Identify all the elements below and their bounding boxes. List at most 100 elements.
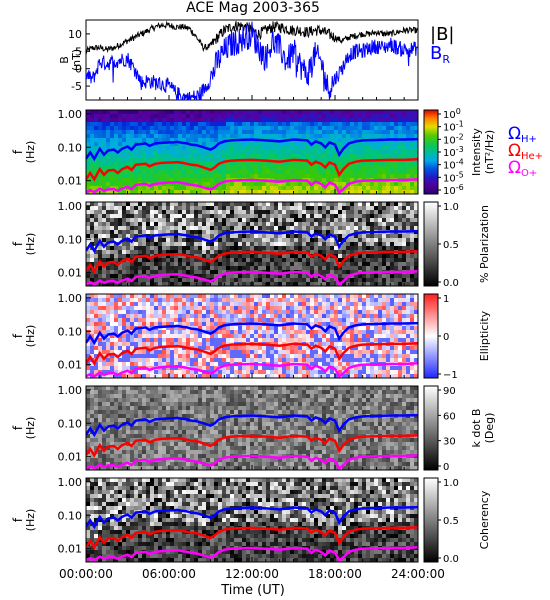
spectrogram-cell [222, 278, 227, 283]
spectrogram-cell [318, 110, 323, 115]
spectrogram-cell [146, 298, 151, 303]
spectrogram-cell [382, 238, 387, 243]
spectrogram-cell [282, 134, 287, 139]
spectrogram-cell [290, 254, 295, 259]
spectrogram-cell [110, 334, 115, 339]
spectrogram-cell [306, 258, 311, 263]
spectrogram-cell [234, 110, 239, 115]
spectrogram-cell [298, 374, 303, 378]
spectrogram-cell [250, 154, 255, 159]
spectrogram-cell [190, 218, 195, 223]
spectrogram-cell [146, 166, 151, 171]
spectrogram-cell [186, 322, 191, 327]
spectrogram-cell [390, 154, 395, 159]
spectrogram-cell [198, 142, 203, 147]
spectrogram-cell [326, 314, 331, 319]
spectrogram-cell [114, 238, 119, 243]
spectrogram-cell [278, 370, 283, 375]
spectrogram-cell [106, 362, 111, 367]
spectrogram-cell [402, 234, 407, 239]
spectrogram-cell [122, 202, 127, 207]
spectrogram-cell [158, 314, 163, 319]
spectrogram-cell [174, 166, 179, 171]
spectrogram-cell [334, 254, 339, 259]
spectrogram-cell [110, 206, 115, 211]
spectrogram-cell [122, 170, 127, 175]
spectrogram-cell [250, 262, 255, 267]
spectrogram-cell [222, 114, 227, 119]
spectrogram-cell [186, 178, 191, 183]
spectrogram-cell [382, 282, 387, 286]
spectrogram-cell [210, 230, 215, 235]
spectrogram-cell [402, 162, 407, 167]
spectrogram-cell [226, 218, 231, 223]
spectrogram-cell [170, 318, 175, 323]
spectrogram-cell [334, 294, 339, 299]
spectrogram-cell [230, 126, 235, 131]
spectrogram-cell [318, 166, 323, 171]
spectrogram-cell [186, 314, 191, 319]
spectrogram-cell [142, 126, 147, 131]
spectrogram-cell [158, 322, 163, 327]
spectrogram-cell [178, 110, 183, 115]
spectrogram-cell [306, 350, 311, 355]
spectrogram-cell [150, 146, 155, 151]
spectrogram-cell [274, 242, 279, 247]
spectrogram-cell [410, 174, 415, 179]
spectrogram-cell [110, 150, 115, 155]
spectrogram-cell [118, 218, 123, 223]
spectrogram-cell [298, 142, 303, 147]
spectrogram-cell [310, 322, 315, 327]
y-tick-label: 0.01 [58, 175, 83, 188]
spectrogram-cell [318, 202, 323, 207]
spectrogram-cell [234, 346, 239, 351]
spectrogram-cell [378, 182, 383, 187]
spectrogram-cell [242, 314, 247, 319]
spectrogram-cell [154, 338, 159, 343]
spectrogram-cell [318, 278, 323, 283]
spectrogram-cell [190, 282, 195, 286]
spectrogram-cell [246, 146, 251, 151]
spectrogram-cell [250, 206, 255, 211]
spectrogram-cell [390, 130, 395, 135]
spectrogram-cell [238, 134, 243, 139]
spectrogram-cell [354, 278, 359, 283]
spectrogram-cell [258, 254, 263, 259]
spectrogram-cell [110, 154, 115, 159]
spectrogram-cell [286, 174, 291, 179]
spectrogram-cell [274, 234, 279, 239]
spectrogram-cell [118, 242, 123, 247]
spectrogram-cell [134, 302, 139, 307]
spectrogram-cell [94, 294, 99, 299]
spectrogram-cell [198, 374, 203, 378]
spectrogram-cell [326, 318, 331, 323]
spectrogram-cell [246, 186, 251, 191]
spectrogram-cell [266, 210, 271, 215]
spectrogram-cell [302, 330, 307, 335]
spectrogram-cell [178, 218, 183, 223]
spectrogram-cell [302, 210, 307, 215]
spectrogram-cell [158, 214, 163, 219]
spectrogram-cell [290, 210, 295, 215]
spectrogram-cell [334, 358, 339, 363]
spectrogram-cell [370, 234, 375, 239]
spectrogram-cell [270, 310, 275, 315]
spectrogram-cell [218, 350, 223, 355]
spectrogram-cell [170, 118, 175, 123]
spectrogram-cell [130, 266, 135, 271]
spectrogram-cell [162, 190, 167, 194]
spectrogram-cell [334, 178, 339, 183]
spectrogram-cell [198, 174, 203, 179]
spectrogram-cell [102, 358, 107, 363]
spectrogram-cell [130, 178, 135, 183]
spectrogram-cell [118, 142, 123, 147]
spectrogram-cell [130, 306, 135, 311]
spectrogram-cell [342, 214, 347, 219]
spectrogram-cell [262, 266, 267, 271]
spectrogram-cell [362, 274, 367, 279]
spectrogram-cell [98, 202, 103, 207]
spectrogram-cell [282, 142, 287, 147]
spectrogram-cell [138, 214, 143, 219]
spectrogram-cell [366, 162, 371, 167]
spectrogram-cell [170, 314, 175, 319]
